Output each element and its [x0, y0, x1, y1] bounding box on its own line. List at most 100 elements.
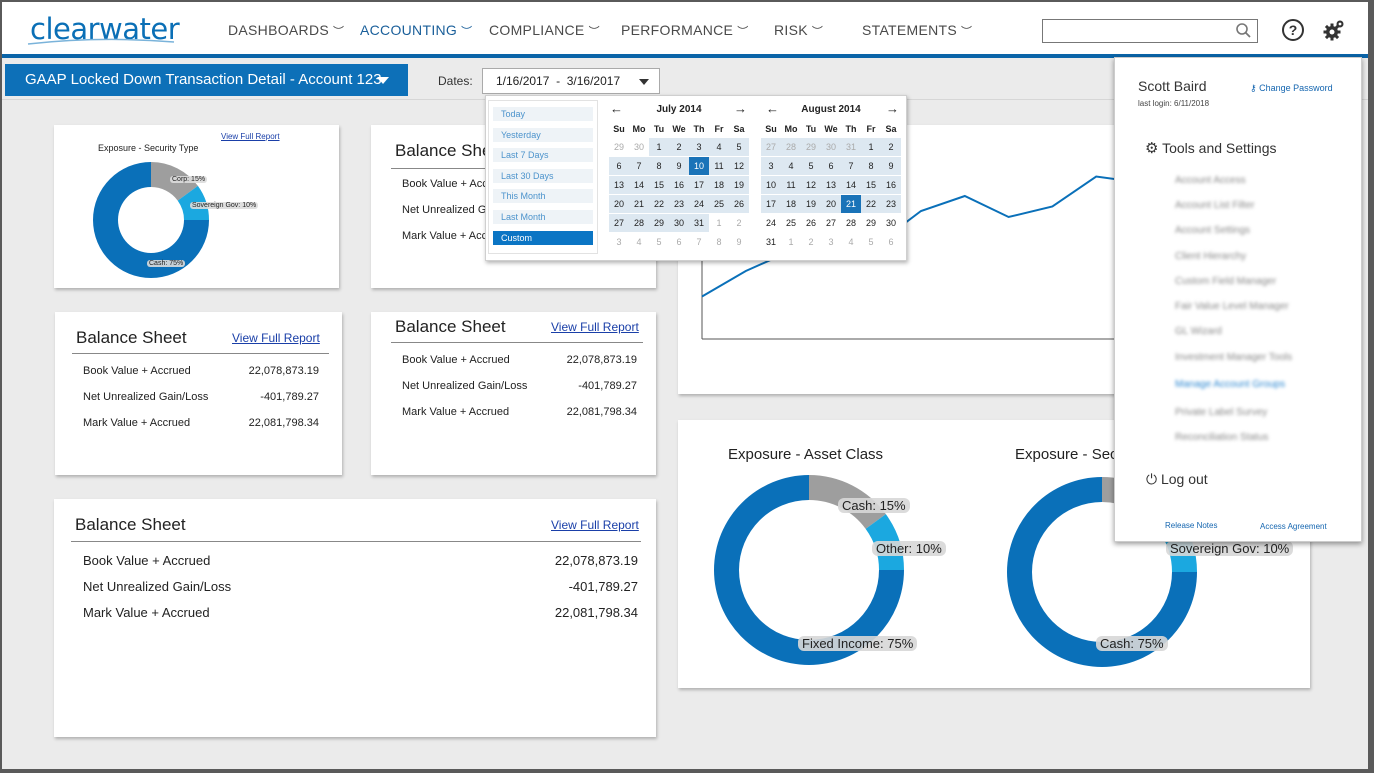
question-circle-icon[interactable]: ?: [1282, 19, 1304, 41]
calendar-day[interactable]: 14: [841, 176, 861, 194]
calendar-day[interactable]: 31: [841, 138, 861, 156]
calendar-day[interactable]: 27: [609, 214, 629, 232]
menu-item-account-list-filter[interactable]: Account List Filter: [1175, 200, 1255, 211]
search-input[interactable]: [1042, 19, 1258, 43]
view-full-report-link[interactable]: View Full Report: [221, 132, 280, 141]
calendar-day[interactable]: 31: [765, 237, 776, 247]
calendar-day[interactable]: 2: [736, 218, 742, 228]
calendar-day[interactable]: 6: [609, 157, 629, 175]
calendar-day[interactable]: 19: [801, 195, 821, 213]
calendar-day[interactable]: 16: [669, 176, 689, 194]
calendar-day[interactable]: 1: [788, 237, 794, 247]
calendar-day[interactable]: 29: [801, 138, 821, 156]
calendar-day[interactable]: 22: [649, 195, 669, 213]
access-agreement-link[interactable]: Access Agreement: [1260, 522, 1327, 531]
calendar-day[interactable]: 5: [729, 138, 749, 156]
calendar-day[interactable]: 28: [845, 218, 856, 228]
nav-compliance[interactable]: COMPLIANCE ︶: [489, 22, 600, 38]
gear-icon[interactable]: [1322, 18, 1346, 42]
calendar-day[interactable]: 2: [881, 138, 901, 156]
next-month-arrow-icon[interactable]: →: [734, 101, 747, 116]
menu-item-private-label-survey[interactable]: Private Label Survey: [1175, 407, 1268, 418]
calendar-day[interactable]: 30: [821, 138, 841, 156]
calendar-day[interactable]: 27: [761, 138, 781, 156]
calendar-day[interactable]: 2: [808, 237, 814, 247]
calendar-day[interactable]: 15: [649, 176, 669, 194]
calendar-day[interactable]: 16: [881, 176, 901, 194]
calendar-day[interactable]: 1: [716, 218, 722, 228]
calendar-day[interactable]: 31: [689, 214, 709, 232]
menu-item-account-settings[interactable]: Account Settings: [1175, 225, 1251, 236]
view-full-report-link[interactable]: View Full Report: [551, 320, 639, 334]
calendar-day[interactable]: 12: [729, 157, 749, 175]
quick-range-last-30-days[interactable]: Last 30 Days: [493, 169, 593, 183]
calendar-day[interactable]: 30: [885, 218, 896, 228]
calendar-day[interactable]: 4: [848, 237, 854, 247]
menu-item-account-access[interactable]: Account Access: [1175, 175, 1246, 186]
nav-statements[interactable]: STATEMENTS ︶: [862, 22, 973, 38]
calendar-day[interactable]: 11: [781, 176, 801, 194]
calendar-day[interactable]: 9: [736, 237, 742, 247]
change-password-link[interactable]: ⚷ Change Password: [1250, 83, 1333, 93]
calendar-day[interactable]: 7: [629, 157, 649, 175]
calendar-day[interactable]: 29: [649, 214, 669, 232]
calendar-day[interactable]: 26: [729, 195, 749, 213]
nav-dashboards[interactable]: DASHBOARDS ︶: [228, 22, 345, 38]
quick-range-yesterday[interactable]: Yesterday: [493, 128, 593, 142]
nav-performance[interactable]: PERFORMANCE ︶: [621, 22, 749, 38]
calendar-day[interactable]: 8: [716, 237, 722, 247]
calendar-day[interactable]: 21: [841, 195, 861, 213]
menu-item-investment-manager-tools[interactable]: Investment Manager Tools: [1175, 352, 1293, 363]
calendar-day[interactable]: 28: [629, 214, 649, 232]
calendar-day[interactable]: 11: [709, 157, 729, 175]
calendar-day[interactable]: 1: [861, 138, 881, 156]
calendar-day[interactable]: 17: [761, 195, 781, 213]
calendar-day[interactable]: 3: [616, 237, 622, 247]
calendar-day[interactable]: 4: [781, 157, 801, 175]
quick-range-last-7-days[interactable]: Last 7 Days: [493, 148, 593, 162]
calendar-day[interactable]: 24: [689, 195, 709, 213]
calendar-day[interactable]: 6: [821, 157, 841, 175]
calendar-day[interactable]: 18: [709, 176, 729, 194]
menu-item-reconciliation-status[interactable]: Reconciliation Status: [1175, 432, 1269, 443]
calendar-day[interactable]: 3: [689, 138, 709, 156]
calendar-day[interactable]: 25: [709, 195, 729, 213]
calendar-day[interactable]: 15: [861, 176, 881, 194]
calendar-day[interactable]: 19: [729, 176, 749, 194]
calendar-day[interactable]: 18: [781, 195, 801, 213]
previous-month-arrow-icon[interactable]: ←: [766, 101, 779, 116]
next-month-arrow-icon[interactable]: →: [886, 101, 899, 116]
calendar-day[interactable]: 4: [636, 237, 642, 247]
view-full-report-link[interactable]: View Full Report: [232, 331, 320, 345]
calendar-day[interactable]: 7: [841, 157, 861, 175]
quick-range-last-month[interactable]: Last Month: [493, 210, 593, 224]
calendar-day[interactable]: 30: [633, 142, 644, 152]
menu-item-manage-account-groups[interactable]: Manage Account Groups: [1175, 379, 1286, 390]
calendar-day[interactable]: 1: [649, 138, 669, 156]
search-icon[interactable]: [1235, 22, 1253, 40]
menu-item-gl-wizard[interactable]: GL Wizard: [1175, 326, 1222, 337]
calendar-day[interactable]: 9: [669, 157, 689, 175]
calendar-day[interactable]: 29: [865, 218, 876, 228]
calendar-day[interactable]: 13: [821, 176, 841, 194]
quick-range-today[interactable]: Today: [493, 107, 593, 121]
calendar-day[interactable]: 2: [669, 138, 689, 156]
calendar-day[interactable]: 5: [801, 157, 821, 175]
nav-risk[interactable]: RISK ︶: [774, 22, 824, 38]
calendar-day[interactable]: 20: [821, 195, 841, 213]
calendar-day[interactable]: 5: [656, 237, 662, 247]
calendar-day[interactable]: 7: [696, 237, 702, 247]
calendar-day[interactable]: 8: [861, 157, 881, 175]
quick-range-custom[interactable]: Custom: [493, 231, 593, 245]
calendar-day[interactable]: 9: [881, 157, 901, 175]
date-range-select[interactable]: 1/16/2017 - 3/16/2017: [482, 68, 660, 94]
menu-item-custom-field-manager[interactable]: Custom Field Manager: [1175, 276, 1277, 287]
calendar-day[interactable]: 21: [629, 195, 649, 213]
calendar-day[interactable]: 23: [669, 195, 689, 213]
calendar-day[interactable]: 14: [629, 176, 649, 194]
calendar-day[interactable]: 3: [761, 157, 781, 175]
calendar-day[interactable]: 4: [709, 138, 729, 156]
previous-month-arrow-icon[interactable]: ←: [610, 101, 623, 116]
calendar-day[interactable]: 28: [781, 138, 801, 156]
calendar-day[interactable]: 17: [689, 176, 709, 194]
